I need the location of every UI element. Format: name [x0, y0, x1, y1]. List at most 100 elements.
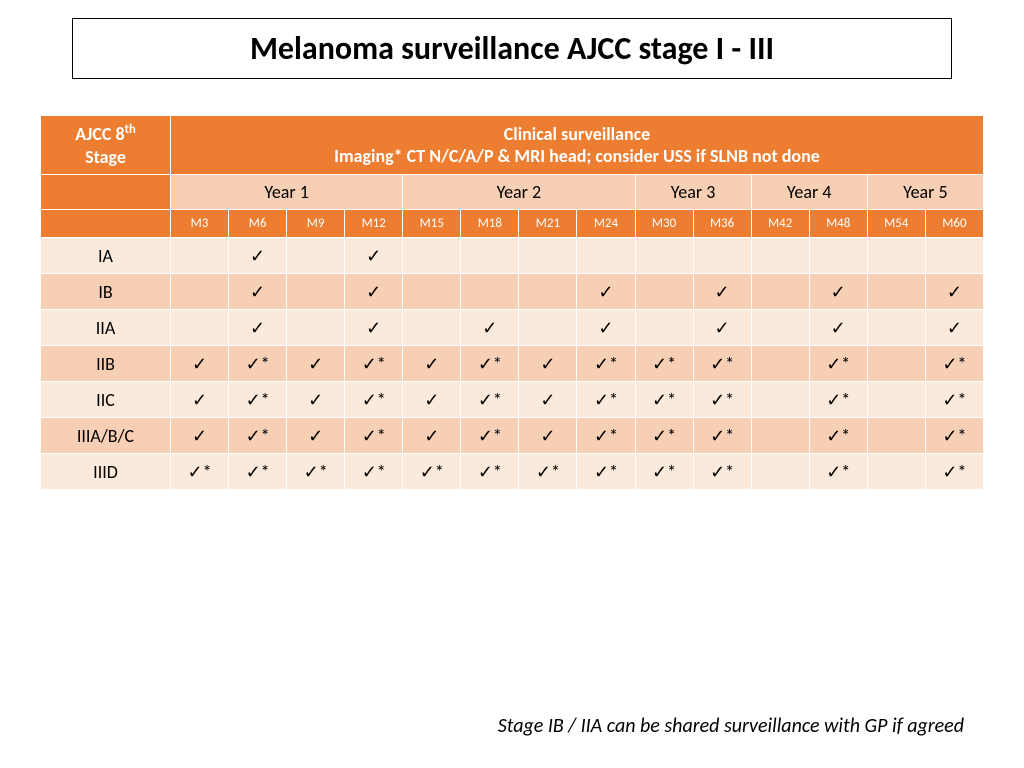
- table-cell: [867, 274, 925, 310]
- table-cell: ✓*: [635, 454, 693, 490]
- header-month: M3: [171, 210, 229, 238]
- table-cell: ✓: [171, 382, 229, 418]
- table-cell: [751, 238, 809, 274]
- table-cell: [287, 310, 345, 346]
- table-cell: [519, 274, 577, 310]
- table-cell: [867, 454, 925, 490]
- header-surv-line2: Imaging* CT N/C/A/P & MRI head; consider…: [175, 145, 979, 168]
- header-year: Year 3: [635, 175, 751, 210]
- table-header-years: Year 1Year 2Year 3Year 4Year 5: [41, 175, 984, 210]
- table-cell: [809, 238, 867, 274]
- header-month: M36: [693, 210, 751, 238]
- table-cell: ✓*: [577, 418, 635, 454]
- header-month: M54: [867, 210, 925, 238]
- table-cell: ✓: [519, 418, 577, 454]
- header-stage-line2: Stage: [45, 146, 166, 169]
- table-cell: ✓*: [925, 418, 983, 454]
- table-cell: ✓: [809, 274, 867, 310]
- table-cell: ✓*: [577, 382, 635, 418]
- header-year: Year 2: [403, 175, 635, 210]
- stage-label: IB: [41, 274, 171, 310]
- table-cell: ✓*: [635, 346, 693, 382]
- table-cell: ✓: [809, 310, 867, 346]
- table-cell: [461, 274, 519, 310]
- table-cell: [751, 454, 809, 490]
- table-cell: ✓: [925, 274, 983, 310]
- table-cell: ✓*: [925, 382, 983, 418]
- table-cell: [461, 238, 519, 274]
- table-cell: [635, 310, 693, 346]
- table-cell: ✓*: [809, 382, 867, 418]
- header-stage: AJCC 8th Stage: [41, 116, 171, 175]
- table-cell: [403, 310, 461, 346]
- table-row: IIC✓✓*✓✓*✓✓*✓✓*✓*✓*✓*✓*: [41, 382, 984, 418]
- table-cell: ✓*: [693, 346, 751, 382]
- table-cell: ✓*: [635, 418, 693, 454]
- table-cell: [287, 274, 345, 310]
- table-cell: ✓*: [403, 454, 461, 490]
- table-cell: [751, 274, 809, 310]
- table-cell: ✓*: [461, 382, 519, 418]
- header-month: M6: [229, 210, 287, 238]
- table-cell: ✓*: [229, 346, 287, 382]
- table-cell: ✓: [519, 382, 577, 418]
- table-cell: [751, 346, 809, 382]
- table-cell: ✓*: [577, 454, 635, 490]
- table-cell: [867, 346, 925, 382]
- table-cell: ✓: [403, 346, 461, 382]
- table-cell: ✓*: [229, 454, 287, 490]
- table-row: IIA✓✓✓✓✓✓✓: [41, 310, 984, 346]
- table-cell: ✓*: [809, 418, 867, 454]
- table-cell: ✓: [229, 274, 287, 310]
- table-cell: ✓: [403, 382, 461, 418]
- table-cell: ✓: [693, 310, 751, 346]
- header-month: M18: [461, 210, 519, 238]
- table-cell: ✓*: [809, 346, 867, 382]
- table-cell: ✓*: [171, 454, 229, 490]
- table-cell: [171, 238, 229, 274]
- table-cell: [925, 238, 983, 274]
- table-cell: ✓: [403, 418, 461, 454]
- header-year: Year 5: [867, 175, 983, 210]
- table-cell: ✓: [345, 274, 403, 310]
- stage-label: IIIA/B/C: [41, 418, 171, 454]
- header-surv-line1: Clinical surveillance: [175, 123, 979, 146]
- table-cell: [287, 238, 345, 274]
- table-row: IB✓✓✓✓✓✓: [41, 274, 984, 310]
- table-cell: ✓*: [461, 346, 519, 382]
- header-month: M12: [345, 210, 403, 238]
- table-cell: [635, 238, 693, 274]
- table-cell: ✓*: [693, 418, 751, 454]
- table-cell: ✓: [461, 310, 519, 346]
- header-stage-sup: th: [125, 122, 136, 137]
- table-cell: [751, 310, 809, 346]
- table-cell: ✓*: [635, 382, 693, 418]
- stage-label: IIID: [41, 454, 171, 490]
- table-cell: ✓*: [345, 382, 403, 418]
- table-cell: ✓: [345, 310, 403, 346]
- table-header-months: M3M6M9M12M15M18M21M24M30M36M42M48M54M60: [41, 210, 984, 238]
- table-cell: [867, 418, 925, 454]
- table-cell: ✓*: [229, 418, 287, 454]
- header-year: Year 1: [171, 175, 403, 210]
- stage-label: IIB: [41, 346, 171, 382]
- table-cell: ✓*: [809, 454, 867, 490]
- header-month: M24: [577, 210, 635, 238]
- table-row: IA✓✓: [41, 238, 984, 274]
- table-cell: [751, 382, 809, 418]
- table-cell: [171, 310, 229, 346]
- table-row: IIIA/B/C✓✓*✓✓*✓✓*✓✓*✓*✓*✓*✓*: [41, 418, 984, 454]
- header-year: Year 4: [751, 175, 867, 210]
- table-cell: [867, 382, 925, 418]
- table-cell: [403, 238, 461, 274]
- table-cell: ✓: [577, 274, 635, 310]
- table-cell: [171, 274, 229, 310]
- page-title: Melanoma surveillance AJCC stage I - III: [93, 29, 931, 68]
- table-body: IA✓✓IB✓✓✓✓✓✓IIA✓✓✓✓✓✓✓IIB✓✓*✓✓*✓✓*✓✓*✓*✓…: [41, 238, 984, 490]
- table-cell: [867, 310, 925, 346]
- table-cell: ✓*: [229, 382, 287, 418]
- table-cell: ✓: [171, 346, 229, 382]
- table-cell: ✓*: [345, 346, 403, 382]
- table-cell: ✓*: [345, 418, 403, 454]
- table-cell: ✓: [287, 382, 345, 418]
